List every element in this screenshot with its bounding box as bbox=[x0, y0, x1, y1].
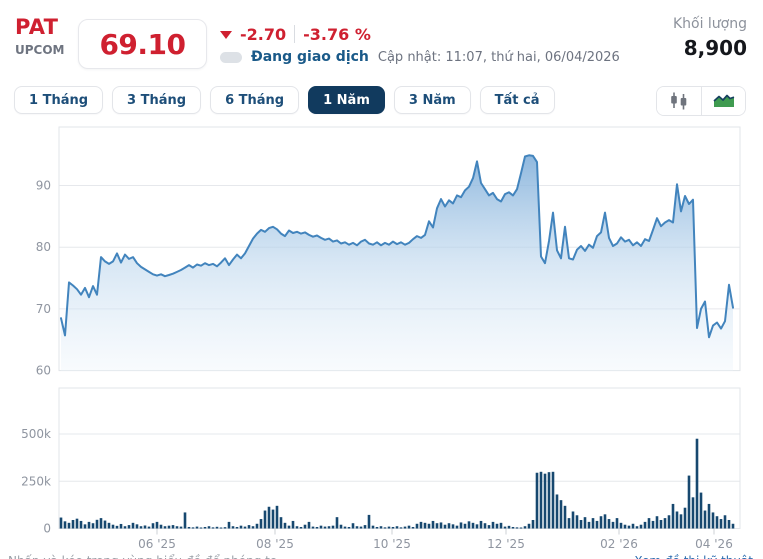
area-chart-icon bbox=[712, 94, 734, 107]
range-button-all[interactable]: Tất cả bbox=[479, 86, 555, 114]
svg-text:06 '25: 06 '25 bbox=[138, 537, 176, 551]
range-button-1m[interactable]: 1 Tháng bbox=[14, 86, 104, 114]
range-button-6m[interactable]: 6 Tháng bbox=[210, 86, 300, 114]
candlestick-view-button[interactable] bbox=[657, 87, 701, 115]
zoom-hint-text-clipped: Nhấp và kéo trong vùng biểu đồ để phóng … bbox=[8, 554, 277, 559]
svg-text:10 '25: 10 '25 bbox=[373, 537, 411, 551]
change-divider bbox=[294, 25, 296, 43]
svg-text:80: 80 bbox=[36, 240, 51, 254]
candlestick-icon bbox=[671, 92, 687, 110]
change-percent: -3.76 % bbox=[303, 24, 371, 44]
range-button-1y[interactable]: 1 Năm bbox=[308, 86, 385, 114]
range-button-3y[interactable]: 3 Năm bbox=[393, 86, 471, 114]
last-updated: Cập nhật: 11:07, thứ hai, 06/04/2026 bbox=[377, 49, 620, 65]
clipped-footer-row: Nhấp và kéo trong vùng biểu đồ để phóng … bbox=[0, 553, 763, 559]
arrow-down-icon bbox=[220, 31, 232, 39]
volume-value: 8,900 bbox=[683, 36, 747, 60]
ticker-symbol: PAT bbox=[15, 15, 59, 39]
area-view-button[interactable] bbox=[701, 87, 745, 115]
change-value: -2.70 bbox=[240, 24, 287, 44]
svg-text:12 '25: 12 '25 bbox=[487, 537, 525, 551]
range-button-3m[interactable]: 3 Tháng bbox=[112, 86, 202, 114]
trading-status: Đang giao dịch bbox=[251, 49, 369, 65]
svg-text:08 '25: 08 '25 bbox=[256, 537, 294, 551]
svg-text:500k: 500k bbox=[21, 427, 51, 441]
svg-text:250k: 250k bbox=[21, 474, 51, 488]
svg-text:60: 60 bbox=[36, 364, 51, 378]
chart-type-toggle bbox=[656, 86, 746, 116]
svg-text:90: 90 bbox=[36, 179, 51, 193]
price-display: 69.10 bbox=[78, 19, 207, 69]
price-change-row: -2.70 -3.76 % bbox=[220, 24, 371, 44]
svg-text:70: 70 bbox=[36, 302, 51, 316]
ticker-block: PAT UPCOM bbox=[15, 15, 65, 57]
exchange-label: UPCOM bbox=[15, 43, 65, 57]
price-volume-chart[interactable]: 60 70 80 90 0 250k 500k 06 '25 08 '25 10 '25 12 '2… bbox=[0, 119, 763, 559]
svg-text:04 '26: 04 '26 bbox=[695, 537, 733, 551]
current-price: 69.10 bbox=[99, 27, 186, 61]
view-full-chart-link-clipped[interactable]: Xem đồ thị kỹ thuật bbox=[634, 554, 753, 559]
svg-text:02 '26: 02 '26 bbox=[600, 537, 638, 551]
trading-status-indicator bbox=[220, 51, 242, 63]
status-row: Đang giao dịch Cập nhật: 11:07, thứ hai,… bbox=[220, 49, 620, 65]
svg-text:0: 0 bbox=[43, 522, 51, 536]
volume-label: Khối lượng bbox=[672, 16, 747, 32]
range-selector: 1 Tháng 3 Tháng 6 Tháng 1 Năm 3 Năm Tất cả bbox=[14, 86, 555, 114]
volume-block: Khối lượng 8,900 bbox=[673, 16, 747, 60]
